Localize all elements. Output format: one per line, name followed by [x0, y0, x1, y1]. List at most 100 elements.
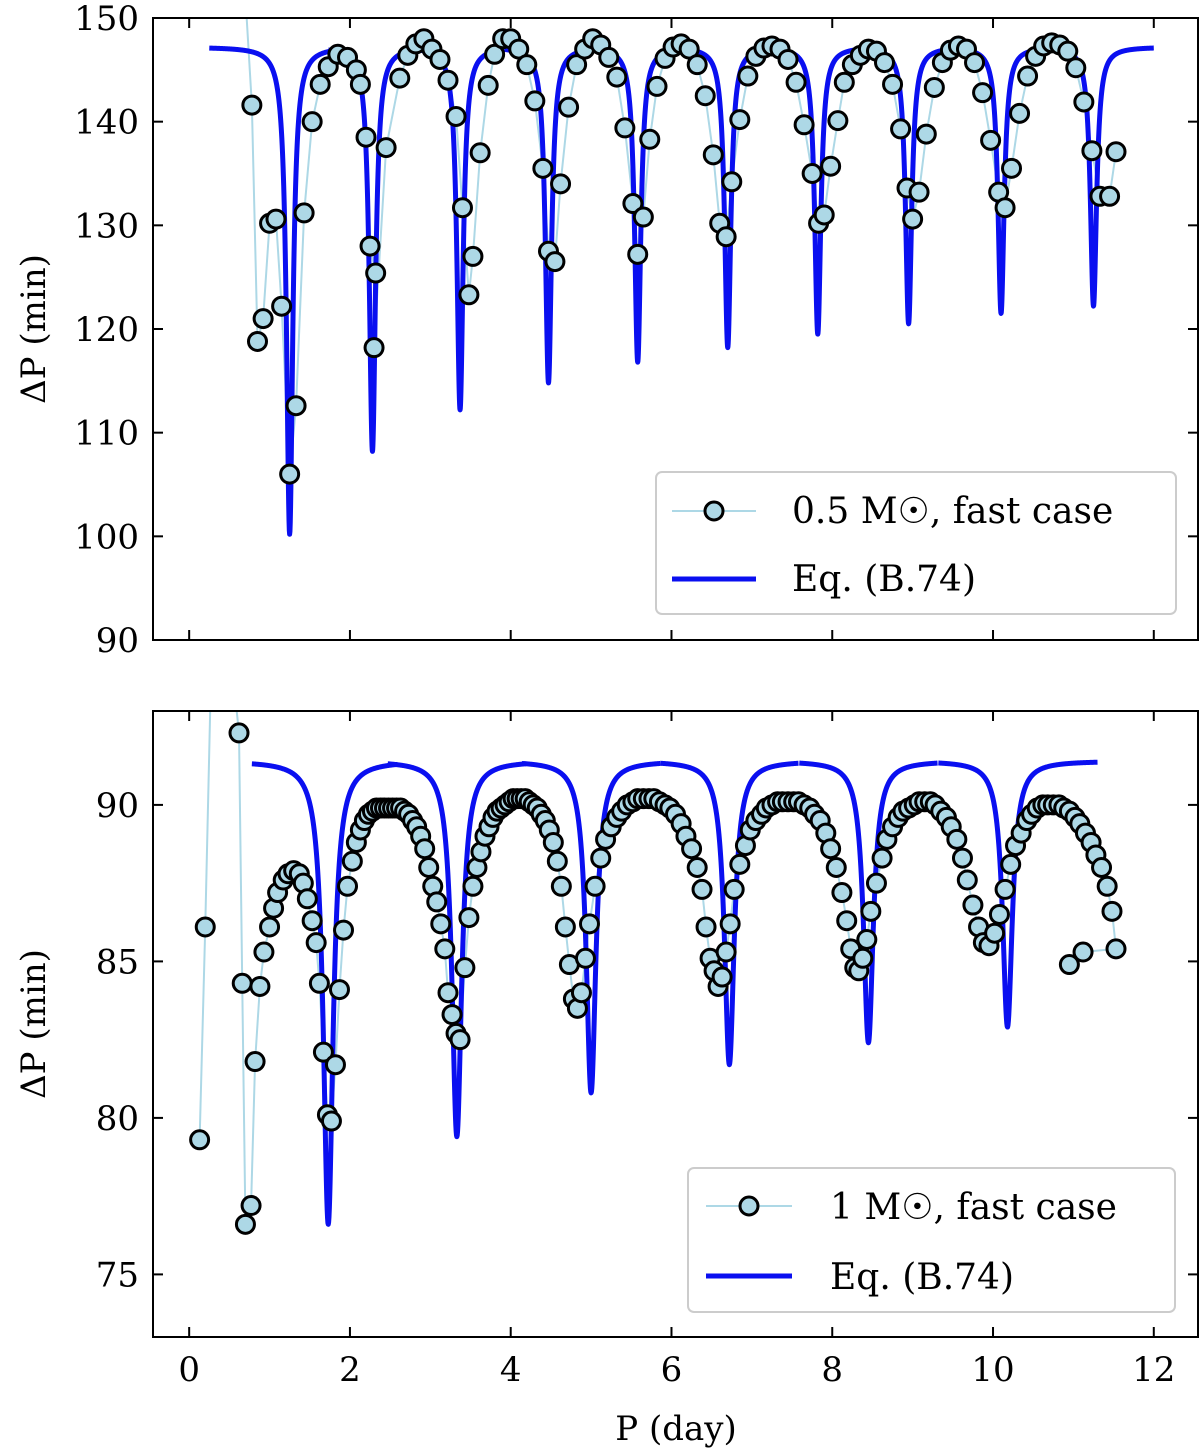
bottom-sim-marker [584, 875, 606, 897]
top-sim-marker [702, 144, 724, 166]
bottom-sim-marker [1058, 954, 1080, 976]
top-sim-marker [301, 111, 323, 133]
bottom-sim-marker [418, 857, 440, 878]
bottom-x-tick-label: 8 [821, 1350, 843, 1390]
bottom-sim-marker [554, 916, 576, 938]
top-sim-marker [1099, 185, 1121, 207]
top-model-curve-segment [1047, 45, 1157, 309]
bottom-sim-marker [341, 850, 363, 872]
top-sim-marker [715, 226, 737, 248]
bottom-legend-frame [687, 1167, 1176, 1313]
bottom-sim-marker [308, 972, 330, 994]
bottom-sim-marker [426, 891, 448, 913]
top-sim-marker [606, 66, 628, 88]
bottom-sim-marker [231, 972, 253, 994]
top-sim-marker [375, 137, 397, 159]
bottom-sim-marker [430, 913, 452, 935]
bottom-y-tick-label: 75 [96, 1255, 139, 1295]
top-sim-marker [544, 251, 566, 273]
bottom-sim-marker [691, 878, 713, 900]
top-sim-marker [1057, 40, 1079, 62]
bottom-sim-marker [1072, 941, 1094, 963]
bottom-sim-marker [1091, 857, 1113, 878]
top-sim-marker [994, 197, 1016, 219]
bottom-x-axis-label: P (day) [615, 1409, 736, 1449]
bottom-sim-marker [234, 1213, 256, 1235]
top-sim-marker [1065, 57, 1087, 79]
top-sim-marker [686, 54, 708, 76]
bottom-x-tick-label: 2 [339, 1350, 361, 1390]
bottom-sim-marker [962, 894, 984, 916]
top-y-tick-label: 150 [74, 0, 139, 39]
top-sim-marker [359, 235, 381, 257]
bottom-sim-marker [249, 975, 271, 997]
top-model-curve-segment [413, 47, 507, 413]
top-sim-marker [241, 94, 263, 116]
bottom-x-tick-label: 0 [178, 1350, 200, 1390]
top-sim-marker [363, 337, 385, 359]
bottom-sim-marker [333, 919, 355, 941]
top-sim-marker [833, 71, 855, 93]
top-legend: 0.5 M☉, fast case Eq. (B.74) [655, 471, 1177, 615]
bottom-x-tick-label: 12 [1132, 1350, 1175, 1390]
bottom-sim-marker [414, 838, 436, 860]
bottom-sim-marker [224, 671, 242, 689]
top-sim-marker [389, 67, 411, 89]
bottom-sim-marker [852, 947, 874, 969]
top-legend-sim-label: 0.5 M☉, fast case [792, 491, 1113, 532]
top-sim-marker [729, 109, 751, 131]
bottom-sim-marker [1101, 900, 1123, 922]
bottom-sim-marker [253, 941, 275, 963]
bottom-sim-marker [189, 1129, 211, 1151]
bottom-ticks: 0 2 4 6 8 10 12 75 80 85 90 [96, 711, 1198, 1390]
bottom-sim-marker [871, 847, 893, 869]
bottom-sim-marker [434, 938, 456, 960]
bottom-legend-sim-label: 1 M☉, fast case [830, 1187, 1117, 1228]
top-sim-marker [721, 171, 743, 193]
bottom-sim-marker [1105, 938, 1127, 960]
top-sim-marker [598, 46, 620, 68]
bottom-legend: 1 M☉, fast case Eq. (B.74) [687, 1167, 1176, 1313]
top-sim-marker [271, 295, 293, 317]
top-sim-marker [1081, 140, 1103, 162]
bottom-sim-marker [454, 957, 476, 979]
top-sim-marker [785, 71, 807, 93]
bottom-sim-marker [437, 982, 459, 1004]
bottom-sim-marker [946, 828, 968, 850]
bottom-sim-marker [194, 916, 216, 938]
top-sim-marker [365, 262, 387, 284]
top-model-curve-segment [502, 46, 595, 386]
top-sim-marker [646, 75, 668, 97]
top-model-curve-segment [207, 45, 337, 537]
bottom-x-tick-label: 10 [971, 1350, 1014, 1390]
bottom-sim-marker [458, 907, 480, 929]
top-sim-marker [1017, 65, 1039, 87]
top-sim-marker [882, 73, 904, 95]
bottom-legend-model-label: Eq. (B.74) [830, 1257, 1014, 1298]
top-sim-marker [622, 193, 644, 215]
bottom-model-curve-segment [385, 761, 529, 1140]
top-sim-marker [247, 330, 268, 352]
bottom-sim-marker [590, 847, 612, 869]
bottom-sim-marker [550, 875, 572, 897]
bottom-sim-marker [825, 857, 847, 878]
bottom-sim-marker [301, 910, 323, 932]
top-sim-marker [902, 208, 924, 230]
top-y-tick-label: 110 [74, 414, 139, 454]
top-sim-marker [437, 69, 459, 91]
top-sim-marker [1001, 157, 1023, 179]
bottom-sim-marker [856, 928, 878, 950]
top-sim-marker [532, 157, 554, 179]
bottom-sim-marker [984, 922, 1006, 944]
bottom-sim-marker [711, 966, 733, 988]
top-sim-marker [349, 73, 371, 95]
top-y-tick-label: 100 [74, 517, 139, 557]
bottom-sim-marker [715, 941, 737, 963]
top-sim-marker [972, 82, 994, 104]
bottom-sim-marker [228, 722, 250, 744]
bottom-sim-marker [1096, 875, 1118, 897]
top-sim-marker [462, 245, 484, 267]
bottom-model-curve-segment [519, 760, 663, 1096]
top-legend-model-label: Eq. (B.74) [792, 559, 976, 600]
bottom-sim-marker [546, 850, 568, 872]
